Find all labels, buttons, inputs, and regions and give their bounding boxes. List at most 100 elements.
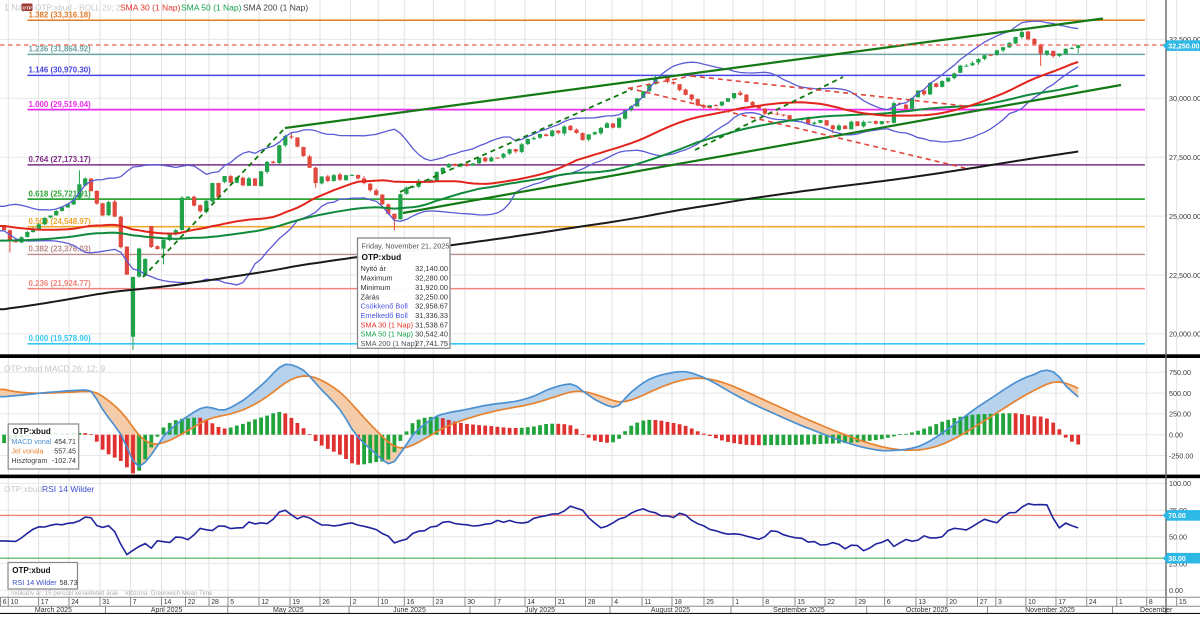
- svg-text:32,280.00: 32,280.00: [415, 274, 448, 283]
- svg-text:22: 22: [188, 599, 196, 606]
- svg-text:OTP:xbud: OTP:xbud: [13, 427, 51, 436]
- svg-text:1.000 (29,519.04): 1.000 (29,519.04): [29, 100, 92, 109]
- svg-text:Indikatív ár: 15 perccel késle: Indikatív ár: 15 perccel késleltetett ár…: [11, 590, 213, 597]
- svg-text:15: 15: [1179, 599, 1187, 606]
- svg-text:Minimum: Minimum: [361, 283, 391, 292]
- svg-text:50.00: 50.00: [1169, 533, 1187, 542]
- svg-text:31,920.00: 31,920.00: [415, 283, 448, 292]
- svg-text:32,250.00: 32,250.00: [415, 292, 448, 301]
- svg-text:20,000.00: 20,000.00: [1169, 330, 1200, 339]
- svg-text:0.764 (27,173.17): 0.764 (27,173.17): [29, 155, 92, 164]
- svg-text:58.73: 58.73: [60, 578, 78, 587]
- svg-text:November 2025: November 2025: [1025, 607, 1075, 614]
- svg-text:27,741.75: 27,741.75: [415, 339, 448, 348]
- svg-text:Nyitó ár: Nyitó ár: [361, 264, 387, 273]
- svg-text:MACD vonal: MACD vonal: [12, 438, 52, 446]
- svg-text:1: 1: [735, 599, 739, 606]
- svg-text:SMA 200 (1 Nap): SMA 200 (1 Nap): [243, 3, 308, 13]
- svg-text:SMA 50 (1 Nap): SMA 50 (1 Nap): [181, 3, 242, 13]
- svg-text:32,250.00: 32,250.00: [1168, 43, 1199, 50]
- svg-text:2: 2: [353, 599, 357, 606]
- svg-text:OTP:xbud: OTP:xbud: [362, 252, 402, 262]
- svg-text:Jel vonala: Jel vonala: [12, 448, 44, 456]
- svg-text:18: 18: [674, 599, 682, 606]
- svg-text:557.45: 557.45: [54, 448, 76, 456]
- svg-text:SMA 200 (1 Nap): SMA 200 (1 Nap): [361, 339, 418, 348]
- svg-text:13: 13: [918, 599, 926, 606]
- svg-text:September 2025: September 2025: [773, 607, 825, 614]
- svg-text:July 2025: July 2025: [525, 607, 555, 614]
- svg-text:Maximum: Maximum: [361, 274, 393, 283]
- svg-text:27,500.00: 27,500.00: [1169, 153, 1200, 162]
- svg-text:100.00: 100.00: [1169, 479, 1191, 488]
- svg-text:10: 10: [11, 599, 19, 606]
- svg-text:22,500.00: 22,500.00: [1169, 271, 1200, 280]
- svg-text:31,336.33: 31,336.33: [415, 311, 448, 320]
- svg-text:10: 10: [1028, 599, 1036, 606]
- svg-text:19: 19: [292, 599, 300, 606]
- svg-text:30.00: 30.00: [1168, 556, 1186, 563]
- svg-text:RSI 14 Wilder: RSI 14 Wilder: [42, 484, 95, 494]
- svg-text:16: 16: [407, 599, 415, 606]
- svg-text:17: 17: [41, 599, 49, 606]
- svg-text:6: 6: [887, 599, 891, 606]
- svg-text:October 2025: October 2025: [906, 607, 949, 614]
- svg-text:June 2025: June 2025: [393, 607, 426, 614]
- svg-text:26: 26: [322, 599, 330, 606]
- svg-text:5: 5: [230, 599, 234, 606]
- svg-text:750.00: 750.00: [1169, 368, 1191, 377]
- svg-text:RSI 14 Wilder: RSI 14 Wilder: [12, 578, 57, 587]
- svg-text:-250.00: -250.00: [1169, 451, 1193, 460]
- svg-text:OTP:xbud MACD 26; 12; 9: OTP:xbud MACD 26; 12; 9: [4, 364, 105, 374]
- svg-text:1.236 (31,864.92): 1.236 (31,864.92): [29, 45, 92, 54]
- svg-text:Csökkenő Boll: Csökkenő Boll: [361, 302, 409, 311]
- svg-text:7: 7: [497, 599, 501, 606]
- svg-text:70.00: 70.00: [1168, 513, 1186, 520]
- svg-text:25: 25: [706, 599, 714, 606]
- svg-text:0.618 (25,721.91): 0.618 (25,721.91): [29, 189, 92, 198]
- svg-text:11: 11: [644, 599, 651, 606]
- svg-text:28: 28: [588, 599, 596, 606]
- svg-text:-102.74: -102.74: [52, 457, 76, 465]
- svg-text:8: 8: [1149, 599, 1153, 606]
- svg-text:31,538.67: 31,538.67: [415, 320, 448, 329]
- svg-text:1.146 (30,970.30): 1.146 (30,970.30): [29, 66, 92, 75]
- svg-text:28: 28: [211, 599, 219, 606]
- svg-text:31: 31: [102, 599, 110, 606]
- svg-text:25,000.00: 25,000.00: [1169, 212, 1200, 221]
- svg-text:April 2025: April 2025: [151, 607, 183, 614]
- svg-text:SMA 50 (1 Nap): SMA 50 (1 Nap): [361, 330, 414, 339]
- svg-text:500.00: 500.00: [1169, 389, 1191, 398]
- svg-text:SMA 30 (1 Nap): SMA 30 (1 Nap): [120, 3, 181, 13]
- svg-text:Zárás: Zárás: [361, 292, 380, 301]
- svg-text:14: 14: [527, 599, 535, 606]
- svg-text:30: 30: [467, 599, 475, 606]
- svg-text:OTP:xbud: OTP:xbud: [4, 484, 43, 494]
- svg-text:8: 8: [765, 599, 769, 606]
- svg-text:7: 7: [133, 599, 137, 606]
- svg-text:32,958.67: 32,958.67: [415, 302, 448, 311]
- svg-text:Hisztogram: Hisztogram: [12, 457, 48, 465]
- svg-text:1: 1: [1119, 599, 1123, 606]
- svg-text:0.00: 0.00: [1169, 586, 1183, 595]
- svg-text:May 2025: May 2025: [273, 607, 304, 614]
- svg-text:3: 3: [998, 599, 1002, 606]
- svg-text:0.236 (21,924.77): 0.236 (21,924.77): [29, 279, 92, 288]
- svg-text:24: 24: [1089, 599, 1097, 606]
- svg-text:0.382 (23,376.03): 0.382 (23,376.03): [29, 245, 92, 254]
- svg-text:0.000 (19,578.90): 0.000 (19,578.90): [29, 334, 92, 343]
- svg-text:SMA 30 (1 Nap): SMA 30 (1 Nap): [361, 320, 414, 329]
- svg-text:12: 12: [261, 599, 269, 606]
- svg-text:29: 29: [858, 599, 866, 606]
- svg-text:0.00: 0.00: [1169, 431, 1183, 440]
- svg-text:27: 27: [980, 599, 988, 606]
- svg-text:Emelkedő Boll: Emelkedő Boll: [361, 311, 409, 320]
- svg-text:August 2025: August 2025: [651, 607, 690, 614]
- svg-text:22: 22: [827, 599, 835, 606]
- svg-text:1.382 (33,316.18): 1.382 (33,316.18): [29, 10, 92, 19]
- svg-text:14: 14: [164, 599, 172, 606]
- svg-text:Friday, November 21, 2025: Friday, November 21, 2025: [362, 242, 450, 251]
- svg-text:15: 15: [797, 599, 805, 606]
- svg-text:30,000.00: 30,000.00: [1169, 94, 1200, 103]
- svg-text:30,542.40: 30,542.40: [415, 330, 448, 339]
